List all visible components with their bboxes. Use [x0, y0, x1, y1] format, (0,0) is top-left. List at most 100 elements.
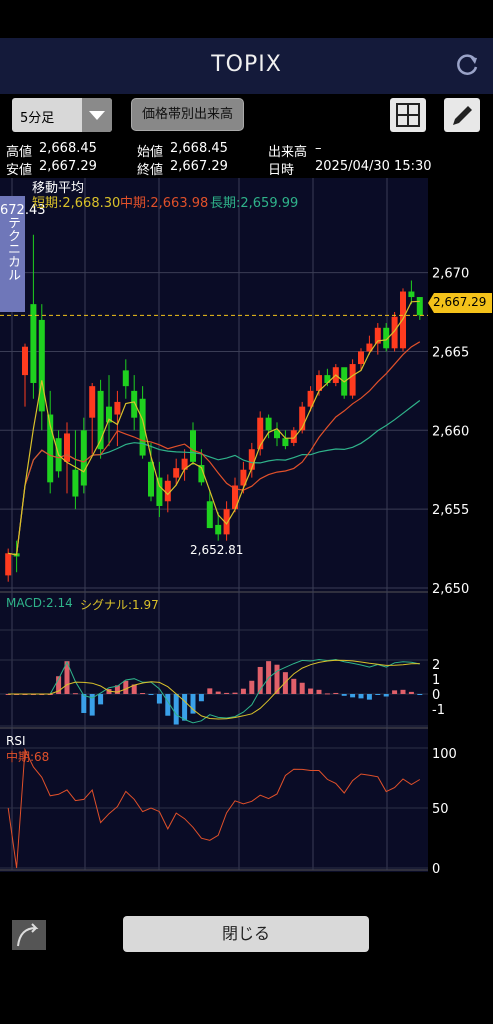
candle [265, 417, 272, 431]
candle [257, 417, 264, 450]
candle [290, 430, 297, 443]
candle [374, 327, 381, 344]
volume-value: – [315, 141, 322, 156]
macd-bar [215, 691, 221, 694]
macd-axis-label: 2 [432, 658, 440, 673]
status-bar [0, 0, 493, 38]
refresh-icon[interactable] [454, 52, 480, 78]
candle [366, 343, 373, 352]
rsi-axis-label: 100 [432, 747, 457, 762]
price-axis-label: 2,660 [432, 424, 469, 439]
candle [122, 370, 129, 387]
candle [408, 291, 415, 298]
macd-bar [308, 688, 314, 694]
candle [282, 438, 289, 447]
rsi-axis-label: 50 [432, 802, 449, 817]
macd-bar [182, 694, 188, 721]
macd-bar [257, 666, 263, 694]
time-axis-label: 14:00 [294, 879, 331, 880]
rsi-title: RSI [6, 734, 26, 748]
high-label: 高値 [6, 145, 33, 160]
open-value: 2,668.45 [170, 141, 228, 156]
low-marker: 2,652.81 [190, 543, 244, 557]
candle [198, 464, 205, 483]
candle [383, 327, 390, 349]
technical-tab[interactable]: テクニカル [0, 196, 25, 312]
time-axis-label: 09:00 [12, 879, 49, 880]
macd-axis-label: -1 [432, 703, 445, 718]
ma-long: 長期:2,659.99 [210, 196, 299, 211]
close-value: 2,667.29 [170, 159, 228, 174]
candle [324, 375, 331, 383]
low-value: 2,667.29 [39, 159, 97, 174]
candle [215, 524, 222, 535]
time-axis-label: 10:00 [66, 879, 103, 880]
macd-bar [123, 680, 129, 694]
macd-bar [224, 692, 230, 694]
macd-bar [114, 685, 120, 694]
technical-tab-label: テクニカル [5, 216, 20, 281]
candle [131, 390, 138, 418]
close-button[interactable]: 閉じる [123, 916, 369, 952]
price-axis-label: 2,665 [432, 345, 469, 360]
candle [38, 319, 45, 412]
macd-bar [408, 691, 414, 694]
macd-axis-label: 1 [432, 673, 440, 688]
macd-bar [56, 676, 62, 694]
time-axis-label: 15:00 [368, 879, 405, 880]
macd-bar [72, 693, 78, 695]
title-bar: TOPIX [0, 38, 493, 94]
macd-bar [240, 688, 246, 694]
candle [223, 509, 230, 535]
macd-bar [375, 694, 381, 695]
candle [80, 430, 87, 486]
candle [97, 390, 104, 450]
draw-button[interactable] [444, 98, 480, 132]
macd-bar [400, 689, 406, 694]
grid-icon [396, 103, 420, 127]
candle [139, 398, 146, 456]
macd-bar [207, 688, 213, 694]
macd-signal-label: シグナル:1.97 [80, 598, 159, 612]
left-edge-value: 672.43 [0, 203, 46, 218]
page-title: TOPIX [211, 52, 282, 77]
layout-grid-button[interactable] [390, 98, 426, 132]
macd-bar [316, 689, 322, 694]
macd-bar [89, 694, 95, 716]
macd-bar [282, 672, 288, 694]
candle [156, 477, 163, 506]
open-label: 始値 [137, 145, 164, 160]
macd-bar [232, 692, 238, 694]
candle [72, 469, 79, 497]
macd-bar [324, 693, 330, 695]
macd-bar [156, 694, 162, 704]
datetime-value: 2025/04/30 15:30 [315, 159, 432, 174]
low-label: 安値 [6, 163, 33, 178]
candle [47, 414, 54, 483]
macd-bar [350, 694, 356, 698]
back-icon[interactable] [10, 918, 48, 952]
volume-label: 出来高 [268, 145, 308, 160]
price-chart[interactable]: 2,6702,6652,6602,6552,650210-110050009:0… [0, 178, 493, 880]
candle [274, 430, 280, 439]
time-axis-label: 11:00 [140, 879, 177, 880]
rsi-axis-label: 0 [432, 862, 440, 877]
current-price: 2,667.29 [433, 295, 487, 309]
macd-axis-label: 0 [432, 688, 440, 703]
candle [416, 297, 423, 316]
candle [181, 458, 188, 470]
macd-bar [98, 694, 104, 705]
interval-select-value: 5分足 [20, 111, 55, 126]
candle [114, 401, 121, 415]
rsi-mid: 中期:68 [6, 750, 50, 764]
candle [89, 386, 96, 418]
interval-select[interactable]: 5分足 [12, 98, 112, 132]
candle [248, 449, 255, 470]
candle [148, 461, 154, 497]
macd-bar [148, 694, 154, 695]
macd-bar [190, 694, 196, 714]
candle [106, 406, 112, 423]
macd-bar [249, 680, 255, 694]
candle [232, 485, 238, 510]
volume-profile-button[interactable]: 価格帯別出来高 [131, 98, 244, 131]
